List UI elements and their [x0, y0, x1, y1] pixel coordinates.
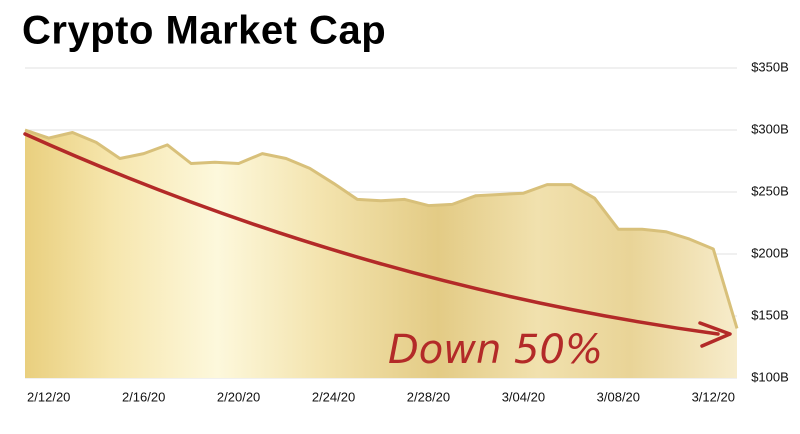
- arrow-head: [698, 321, 732, 348]
- x-tick-label: 2/28/20: [407, 389, 450, 404]
- area: [25, 130, 737, 378]
- chart-title: Crypto Market Cap: [22, 9, 386, 53]
- y-tick-label: $100B: [751, 369, 789, 384]
- x-tick-label: 3/04/20: [502, 389, 545, 404]
- x-tick-label: 2/16/20: [122, 389, 165, 404]
- y-tick-label: $200B: [751, 245, 789, 260]
- line: [24, 128, 739, 329]
- y-tick-label: $150B: [751, 307, 789, 322]
- trend-arrow: [23, 132, 720, 336]
- y-tick-label: $250B: [751, 183, 789, 198]
- y-tick-label: $300B: [751, 121, 789, 136]
- annotation: Down 50%: [388, 327, 603, 373]
- x-tick-label: 2/24/20: [312, 389, 355, 404]
- x-tick-label: 3/12/20: [692, 389, 735, 404]
- y-tick-label: $350B: [751, 59, 789, 74]
- x-tick-label: 2/20/20: [217, 389, 260, 404]
- x-tick-label: 3/08/20: [597, 389, 640, 404]
- x-tick-label: 2/12/20: [27, 389, 70, 404]
